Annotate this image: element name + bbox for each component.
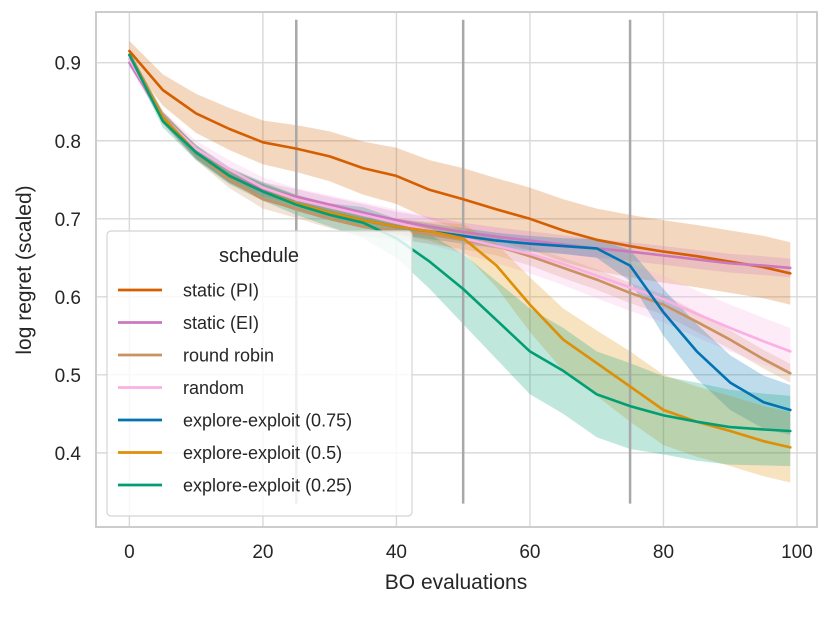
legend: schedule static (PI) static (EI) round rob… bbox=[106, 230, 413, 517]
x-tick-label: 40 bbox=[386, 542, 407, 563]
y-axis-label: log regret (scaled) bbox=[13, 185, 36, 354]
legend-label-random: random bbox=[183, 378, 244, 398]
confidence-bands bbox=[129, 40, 791, 483]
band-random bbox=[129, 54, 791, 375]
legend-label-static-pi: static (PI) bbox=[183, 281, 259, 301]
x-tick-label: 80 bbox=[653, 542, 674, 563]
legend-label-static-ei: static (EI) bbox=[183, 313, 259, 333]
legend-title: schedule bbox=[219, 245, 299, 267]
y-tick-label: 0.7 bbox=[55, 210, 81, 231]
x-tick-label: 100 bbox=[781, 542, 813, 563]
y-tick-label: 0.5 bbox=[55, 366, 81, 387]
y-tick-label: 0.8 bbox=[55, 132, 81, 153]
tick-labels: 0 20 40 60 80 100 0.4 0.5 0.6 0.7 0.8 0.9 bbox=[55, 54, 813, 563]
legend-box bbox=[106, 230, 413, 517]
line-static-pi bbox=[128, 49, 792, 275]
x-tick-label: 0 bbox=[124, 542, 135, 563]
band-round-robin bbox=[129, 51, 791, 383]
band-explore-exploit-0-5 bbox=[129, 51, 791, 483]
series-lines bbox=[128, 49, 792, 449]
band-explore-exploit-0-75 bbox=[129, 51, 791, 435]
band-static-pi bbox=[129, 40, 791, 305]
legend-label-explore-exploit-0-25: explore-exploit (0.25) bbox=[183, 476, 352, 496]
legend-label-explore-exploit-0-75: explore-exploit (0.75) bbox=[183, 411, 352, 431]
band-explore-exploit-0-25 bbox=[129, 51, 791, 467]
band-static-ei bbox=[129, 58, 791, 278]
plot-frame bbox=[95, 11, 818, 528]
y-tick-label: 0.6 bbox=[55, 288, 81, 309]
y-tick-label: 0.9 bbox=[55, 54, 81, 75]
line-explore-exploit-0-25 bbox=[128, 53, 792, 433]
x-axis-label: BO evaluations bbox=[385, 571, 527, 594]
x-tick-label: 60 bbox=[519, 542, 540, 563]
legend-label-round-robin: round robin bbox=[183, 346, 274, 366]
y-tick-label: 0.4 bbox=[55, 444, 82, 465]
x-tick-label: 20 bbox=[252, 542, 273, 563]
legend-label-explore-exploit-0-5: explore-exploit (0.5) bbox=[183, 443, 342, 463]
